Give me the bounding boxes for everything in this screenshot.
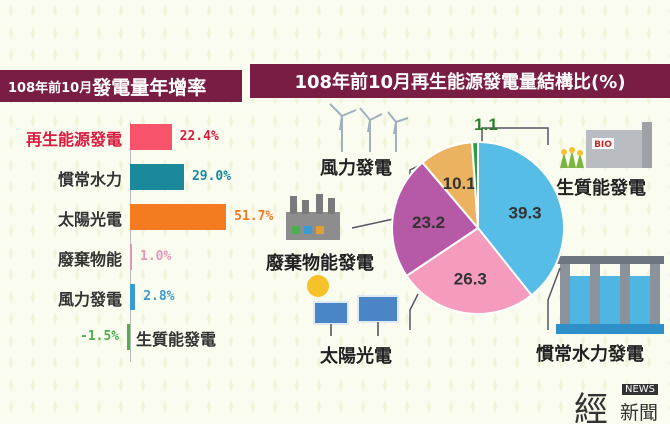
factory-icon bbox=[286, 194, 340, 240]
bar-1 bbox=[130, 164, 184, 190]
bar-category-label: 太陽光電 bbox=[57, 210, 122, 229]
leader-line bbox=[351, 217, 399, 229]
bar-value-label: 51.7% bbox=[234, 209, 274, 224]
leader-line bbox=[409, 293, 419, 330]
biomass-plant-icon: BIO bbox=[560, 122, 652, 168]
bar-category-label: 生質能發電 bbox=[136, 330, 217, 349]
pie-value-label: 39.3 bbox=[509, 204, 542, 223]
leader-line bbox=[547, 267, 561, 330]
bar-0 bbox=[130, 124, 172, 150]
label-bio: 生質能發電 bbox=[556, 178, 646, 199]
label-wind: 風力發電 bbox=[320, 158, 392, 179]
bar-value-label: 1.0% bbox=[140, 249, 172, 264]
bar-value-label: 29.0% bbox=[191, 169, 232, 184]
bar-2 bbox=[130, 204, 227, 230]
bar-value-label: -1.5% bbox=[80, 329, 120, 344]
label-waste: 廢棄物能發電 bbox=[266, 253, 374, 274]
pie-value-label: 1.1 bbox=[474, 115, 498, 134]
bar-category-label: 再生能源發電 bbox=[25, 130, 122, 149]
pie-value-label: 10.1 bbox=[443, 174, 476, 193]
pie-slice-2 bbox=[391, 161, 480, 278]
bar-value-label: 2.8% bbox=[143, 289, 175, 304]
pie-value-label: 26.3 bbox=[454, 269, 487, 288]
wind-turbine-icon bbox=[329, 103, 409, 152]
bar-5 bbox=[127, 324, 130, 350]
pie-chart-title: 108年前10月再生能源發電量結構比(%) bbox=[250, 64, 670, 98]
leader-line bbox=[481, 127, 549, 145]
bar-3 bbox=[130, 244, 132, 270]
bio-sign: BIO bbox=[594, 140, 612, 150]
bar-value-label: 22.4% bbox=[179, 129, 219, 144]
label-hydro: 慣常水力發電 bbox=[536, 344, 644, 365]
bar-axis bbox=[130, 122, 131, 362]
label-solar: 太陽光電 bbox=[320, 346, 392, 367]
dam-icon bbox=[556, 256, 664, 334]
pie-slice-1 bbox=[405, 226, 533, 315]
bar-chart-title: 108年前10月 發電量年增率 bbox=[0, 70, 242, 102]
bar-category-label: 慣常水力 bbox=[57, 170, 122, 189]
bar-4 bbox=[130, 284, 136, 310]
pie-slice-4 bbox=[470, 140, 479, 229]
bar-category-label: 風力發電 bbox=[57, 290, 122, 309]
news-logo: 經 NEWS 新聞 bbox=[574, 384, 659, 430]
solar-panel-icon bbox=[307, 275, 399, 336]
pie-value-label: 23.2 bbox=[412, 213, 445, 232]
pie-slice-0 bbox=[477, 140, 565, 297]
bar-category-label: 廢棄物能 bbox=[57, 250, 122, 269]
